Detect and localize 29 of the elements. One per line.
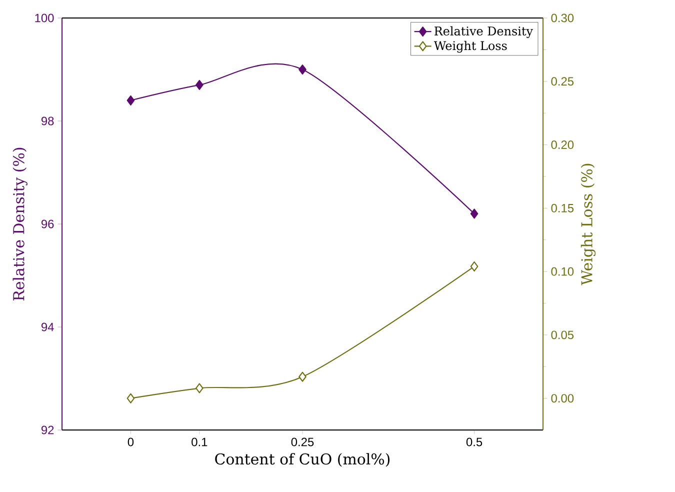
y2-tick-label: 0.00 bbox=[551, 394, 574, 403]
y-tick-label: 92 bbox=[41, 426, 54, 434]
x-tick-label: 0 bbox=[128, 438, 134, 446]
x-tick-label: 0.1 bbox=[192, 438, 208, 446]
legend-label: Weight Loss bbox=[434, 40, 507, 53]
point bbox=[298, 372, 306, 382]
y2-tick-label: 0.10 bbox=[551, 267, 574, 276]
y2-tick-label: 0.30 bbox=[551, 14, 574, 22]
point bbox=[298, 64, 306, 75]
y-tick-label: 94 bbox=[41, 322, 54, 332]
point bbox=[196, 80, 204, 90]
y-axis-title: Relative Density (%) bbox=[12, 148, 28, 300]
y2-axis-title: Weight Loss (%) bbox=[580, 164, 596, 286]
y-tick-label: 98 bbox=[41, 116, 54, 126]
y-tick-label: 96 bbox=[41, 220, 54, 228]
y2-tick-label: 0.25 bbox=[551, 77, 574, 86]
x-tick-label: 0.5 bbox=[466, 438, 482, 446]
point bbox=[126, 393, 135, 404]
y-tick-label: 100 bbox=[35, 14, 54, 22]
y2-tick-label: 0.05 bbox=[551, 330, 574, 340]
y2-tick-label: 0.15 bbox=[551, 204, 574, 212]
point bbox=[126, 95, 135, 106]
point bbox=[470, 208, 478, 219]
x-axis-title: Content of CuO (mol%) bbox=[215, 453, 390, 467]
y2-tick-label: 0.20 bbox=[551, 140, 574, 149]
legend-label: Relative Density bbox=[434, 26, 533, 38]
point bbox=[470, 261, 478, 272]
point bbox=[196, 383, 204, 394]
x-tick-label: 0.25 bbox=[291, 438, 314, 446]
